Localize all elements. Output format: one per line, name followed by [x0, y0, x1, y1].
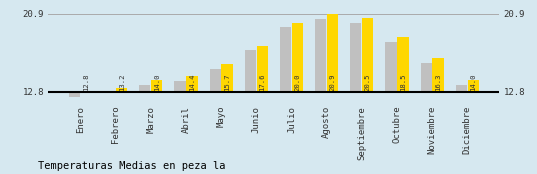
Text: 15.7: 15.7: [224, 73, 230, 91]
Bar: [257, 46, 268, 92]
Bar: [139, 85, 150, 92]
Bar: [104, 92, 115, 93]
Bar: [350, 23, 361, 92]
Bar: [175, 81, 186, 92]
Text: 13.2: 13.2: [119, 73, 125, 91]
Bar: [186, 77, 198, 92]
Bar: [209, 69, 221, 92]
Bar: [292, 23, 303, 92]
Text: 17.6: 17.6: [259, 73, 265, 91]
Text: 20.0: 20.0: [294, 73, 300, 91]
Bar: [221, 64, 233, 92]
Bar: [69, 92, 80, 97]
Text: 18.5: 18.5: [400, 73, 406, 91]
Bar: [245, 50, 256, 92]
Bar: [116, 88, 127, 92]
Bar: [327, 14, 338, 92]
Bar: [386, 42, 397, 92]
Bar: [151, 80, 162, 92]
Bar: [456, 85, 467, 92]
Bar: [280, 27, 291, 92]
Text: 20.5: 20.5: [365, 73, 371, 91]
Text: 14.0: 14.0: [470, 73, 476, 91]
Text: 16.3: 16.3: [435, 73, 441, 91]
Bar: [432, 58, 444, 92]
Bar: [362, 18, 373, 92]
Bar: [397, 37, 409, 92]
Bar: [315, 19, 326, 92]
Text: 20.9: 20.9: [330, 73, 336, 91]
Text: 14.0: 14.0: [154, 73, 159, 91]
Text: Temperaturas Medias en peza la: Temperaturas Medias en peza la: [38, 161, 225, 171]
Bar: [420, 63, 432, 92]
Bar: [468, 80, 479, 92]
Text: 14.4: 14.4: [189, 73, 195, 91]
Text: 12.8: 12.8: [83, 73, 90, 91]
